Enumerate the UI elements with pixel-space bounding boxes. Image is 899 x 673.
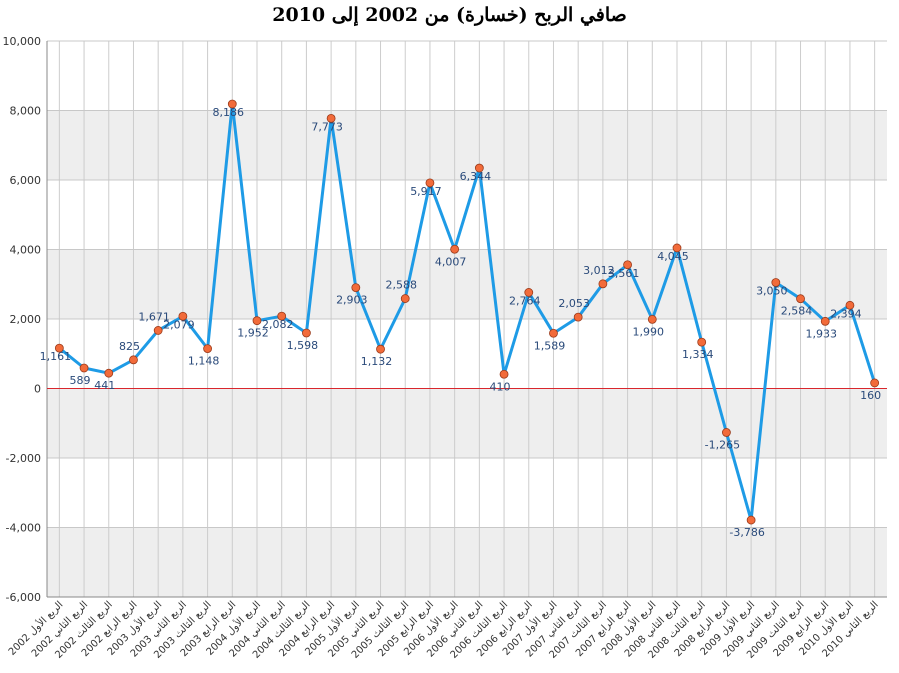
data-point bbox=[351, 283, 361, 293]
data-label: 3,050 bbox=[756, 285, 788, 298]
grid-band bbox=[47, 527, 887, 597]
y-tick-label: 4,000 bbox=[10, 244, 42, 257]
data-label: 1,161 bbox=[40, 350, 72, 363]
data-label: 2,588 bbox=[385, 279, 417, 292]
data-label: 2,394 bbox=[830, 307, 862, 320]
chart-title: صافي الربح (خسارة) من 2002 إلى 2010 bbox=[272, 4, 627, 26]
data-point bbox=[746, 515, 756, 525]
data-label: 1,589 bbox=[534, 339, 566, 352]
data-point bbox=[796, 294, 805, 304]
data-label: 3,561 bbox=[608, 267, 640, 280]
grid-band bbox=[47, 110, 887, 180]
data-point bbox=[104, 368, 114, 378]
y-tick-label: -2,000 bbox=[6, 452, 41, 465]
y-tick-label: 8,000 bbox=[10, 105, 42, 118]
data-label: 1,671 bbox=[138, 310, 170, 323]
data-point bbox=[697, 337, 707, 347]
data-label: 1,598 bbox=[287, 339, 319, 352]
data-label: -3,786 bbox=[729, 526, 764, 539]
data-point bbox=[870, 378, 880, 388]
data-point bbox=[326, 113, 336, 123]
y-tick-label: 10,000 bbox=[3, 35, 42, 48]
data-label: 4,045 bbox=[657, 250, 689, 263]
data-label: 2,082 bbox=[262, 318, 294, 331]
grid-band bbox=[47, 388, 887, 458]
data-label: 2,903 bbox=[336, 294, 368, 307]
data-point bbox=[499, 369, 509, 379]
data-point bbox=[573, 312, 583, 322]
data-label: 1,334 bbox=[682, 348, 714, 361]
data-label: 7,773 bbox=[311, 120, 343, 133]
data-point bbox=[598, 279, 608, 289]
y-tick-label: 6,000 bbox=[10, 174, 42, 187]
data-label: 1,990 bbox=[633, 325, 665, 338]
data-point bbox=[450, 244, 460, 254]
data-label: 6,344 bbox=[460, 170, 492, 183]
data-point bbox=[722, 428, 731, 437]
data-label: 3,012 bbox=[583, 264, 615, 277]
data-point bbox=[302, 328, 311, 338]
data-label: 2,079 bbox=[163, 318, 195, 331]
data-label: 4,007 bbox=[435, 255, 467, 268]
data-label: 2,053 bbox=[558, 297, 590, 310]
data-label: 8,186 bbox=[213, 106, 245, 119]
data-point bbox=[54, 343, 64, 353]
data-point bbox=[771, 278, 781, 287]
data-point bbox=[549, 328, 558, 338]
data-label: 589 bbox=[70, 374, 91, 387]
data-label: 2,584 bbox=[781, 305, 813, 318]
data-point bbox=[203, 344, 212, 354]
series-line bbox=[58, 102, 877, 522]
data-point bbox=[376, 344, 385, 354]
grid-band bbox=[47, 249, 887, 319]
data-label: 160 bbox=[860, 389, 881, 402]
data-label: 1,132 bbox=[361, 355, 393, 368]
data-label: -1,265 bbox=[705, 438, 740, 451]
data-label: 410 bbox=[490, 380, 511, 393]
data-label: 441 bbox=[94, 379, 115, 392]
data-point bbox=[672, 243, 682, 253]
data-point bbox=[129, 355, 138, 365]
data-label: 2,764 bbox=[509, 294, 541, 307]
data-label: 1,952 bbox=[237, 327, 269, 340]
y-tick-label: 0 bbox=[34, 383, 41, 396]
data-point bbox=[425, 178, 435, 188]
y-tick-label: -4,000 bbox=[6, 522, 41, 535]
data-point bbox=[623, 260, 632, 270]
data-point bbox=[524, 288, 534, 297]
data-point bbox=[277, 311, 287, 321]
data-point bbox=[474, 163, 484, 173]
data-label: 825 bbox=[119, 340, 140, 353]
data-point bbox=[400, 294, 410, 303]
data-point bbox=[252, 316, 262, 326]
y-tick-label: 2,000 bbox=[10, 313, 42, 326]
data-point bbox=[227, 99, 237, 109]
y-tick-label: -6,000 bbox=[6, 591, 41, 604]
data-point bbox=[647, 314, 657, 324]
data-label: 1,148 bbox=[188, 355, 220, 368]
data-label: 5,917 bbox=[410, 185, 442, 198]
data-label: 1,933 bbox=[805, 327, 837, 340]
data-point bbox=[79, 363, 89, 373]
data-point bbox=[178, 311, 188, 321]
data-point bbox=[845, 300, 855, 310]
data-point bbox=[153, 326, 163, 335]
data-point bbox=[820, 316, 830, 326]
